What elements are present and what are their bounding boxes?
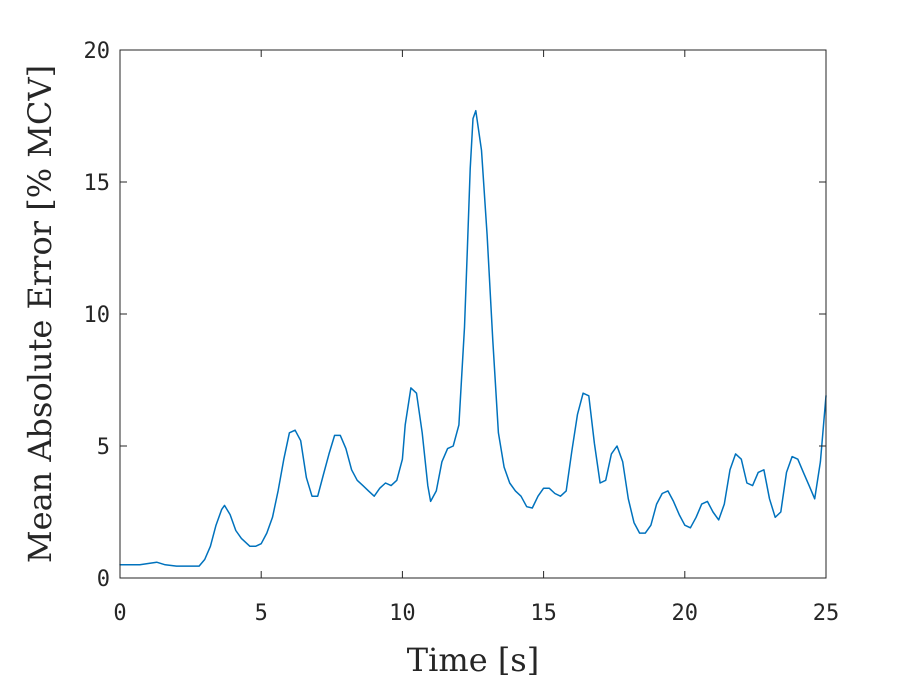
x-tick-label: 5 [255,601,268,626]
y-axis-title: Mean Absolute Error [% MCV] [21,65,59,563]
plot-background [120,50,826,578]
x-axis-title: Time [s] [407,641,539,679]
x-tick-label: 25 [813,601,840,626]
y-tick-label: 0 [97,567,110,592]
x-tick-label: 0 [113,601,126,626]
series-layer [119,109,827,567]
series-line-1 [119,109,827,567]
plot-area [120,50,826,578]
x-tick-label: 20 [672,601,699,626]
y-tick-label: 5 [97,435,110,460]
x-tick-label: 15 [530,601,557,626]
x-tick-label: 10 [389,601,416,626]
axes-layer: 0 5 10 15 20 25 0 5 10 15 20 [84,39,840,626]
y-tick-label: 10 [84,303,111,328]
y-tick-label: 15 [84,171,111,196]
y-tick-label: 20 [84,39,111,64]
